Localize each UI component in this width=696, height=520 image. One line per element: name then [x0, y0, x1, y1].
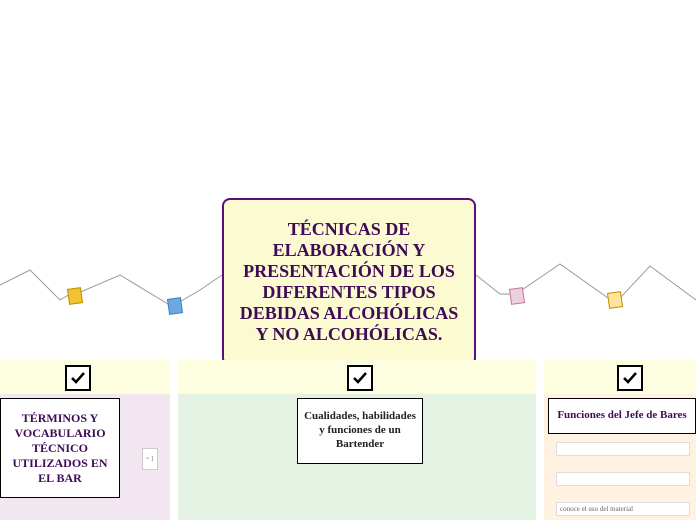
subnote-2: conoce el uso del material [556, 502, 690, 516]
card-text-1: Cualidades, habilidades y funciones de u… [302, 410, 418, 451]
side-stub: ≡ 1 [142, 448, 158, 470]
check-icon-0 [65, 365, 91, 391]
branch-icon-0 [67, 287, 83, 305]
card-2: Funciones del Jefe de Bares [548, 398, 696, 434]
subnote-1 [556, 472, 690, 486]
branch-icon-2 [509, 287, 525, 305]
branch-icon-1 [167, 297, 183, 315]
check-icon-1 [347, 365, 373, 391]
card-0: TÉRMINOS Y VOCABULARIO TÉCNICO UTILIZADO… [0, 398, 120, 498]
subnote-0 [556, 442, 690, 456]
card-1: Cualidades, habilidades y funciones de u… [297, 398, 423, 464]
side-stub-label: 1 [150, 455, 154, 463]
card-text-2: Funciones del Jefe de Bares [557, 409, 686, 423]
center-node-text: TÉCNICAS DE ELABORACIÓN Y PRESENTACIÓN D… [234, 219, 464, 345]
check-icon-2 [617, 365, 643, 391]
branch-icon-3 [607, 291, 623, 309]
card-text-0: TÉRMINOS Y VOCABULARIO TÉCNICO UTILIZADO… [5, 411, 115, 486]
center-node: TÉCNICAS DE ELABORACIÓN Y PRESENTACIÓN D… [222, 198, 476, 366]
